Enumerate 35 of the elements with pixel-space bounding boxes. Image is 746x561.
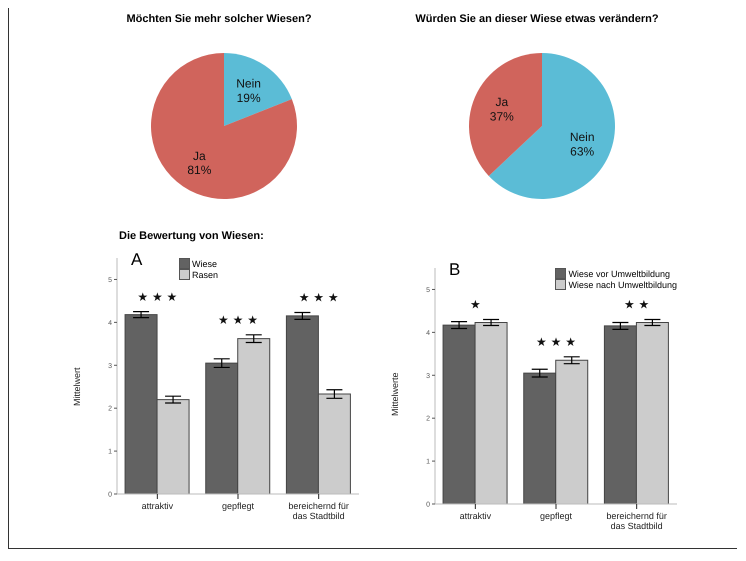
annotation: ★ ★ — [624, 298, 650, 312]
x-tick-label: bereichernd für das Stadtbild — [606, 511, 667, 531]
legend-label: Wiese nach Umweltbildung — [567, 279, 677, 290]
legend-label: Wiese vor Umweltbildung — [567, 268, 671, 279]
chart-title: Würden Sie an dieser Wiese etwas verändern? — [414, 13, 660, 27]
x-tick-label: gepflegt — [222, 501, 255, 511]
pie-slice — [469, 53, 542, 176]
chart-title: Die Bewertung von Wiesen: — [119, 230, 265, 244]
annotation: ★ ★ ★ — [218, 313, 258, 328]
x-tick-label: bereichernd für das Stadtbild — [288, 501, 349, 521]
slice-label: Nein — [236, 76, 261, 90]
data-label: 19% — [236, 90, 261, 105]
pie-slice — [151, 53, 297, 199]
annotation: ★ ★ ★ — [298, 290, 339, 305]
pie-slice — [488, 53, 615, 199]
x-tick-label: attraktiv — [460, 511, 492, 521]
slice-label: Ja — [193, 148, 206, 163]
annotation: ★ — [470, 298, 481, 312]
legend-label: Wiese — [191, 258, 218, 269]
y-axis-title: Mittelwert — [72, 366, 82, 406]
legend-label: Rasen — [191, 269, 218, 280]
x-tick-label: attraktiv — [142, 501, 174, 511]
data-label: 37% — [490, 110, 514, 124]
slice-label: Ja — [495, 95, 508, 110]
annotation: ★ ★ ★ — [536, 335, 576, 350]
annotation: B — [449, 260, 460, 280]
y-axis-title: Mittelwerte — [390, 372, 400, 416]
x-tick-label: gepflegt — [540, 511, 573, 521]
annotation: ★ ★ ★ — [137, 290, 178, 304]
pie-slice — [224, 53, 292, 126]
annotation: A — [131, 250, 142, 270]
data-label: 63% — [570, 144, 595, 158]
slice-label: Nein — [570, 130, 595, 144]
chart-title: Möchten Sie mehr solcher Wiesen? — [125, 13, 313, 27]
data-label: 81% — [187, 163, 212, 178]
